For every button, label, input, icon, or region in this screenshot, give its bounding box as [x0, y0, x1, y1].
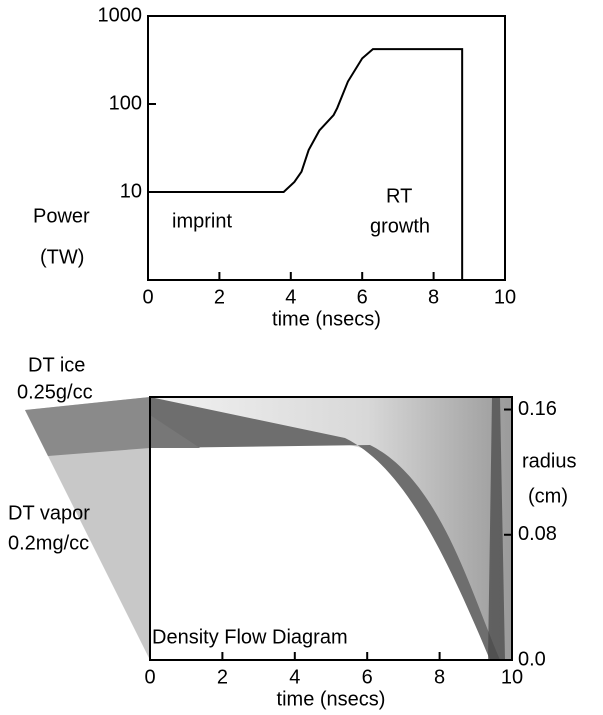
- y-tick-label: 1000: [98, 4, 143, 26]
- x-tick-label: 4: [285, 286, 296, 308]
- annotation: DT ice: [28, 354, 85, 376]
- ice-shell-dark: [150, 397, 200, 448]
- y-tick-label: 100: [109, 92, 142, 114]
- x-tick-label: 6: [362, 666, 373, 688]
- plot-frame: [147, 15, 506, 281]
- y-tick-label: 0.08: [518, 523, 557, 545]
- plot-frame: [149, 396, 513, 661]
- y-tick-label: 0.16: [518, 398, 557, 420]
- x-axis-label: time (nsecs): [277, 688, 386, 710]
- annotation: DT vapor: [8, 502, 90, 524]
- y-axis-label: Power: [33, 205, 90, 227]
- vapor-wedge: [25, 397, 150, 660]
- annotation: 0.25g/cc: [17, 381, 93, 403]
- x-tick-label: 2: [214, 286, 225, 308]
- y-axis-label: radius: [522, 450, 576, 472]
- x-tick-label: 10: [501, 666, 523, 688]
- annotation: RT: [386, 185, 412, 207]
- x-tick-label: 0: [144, 666, 155, 688]
- x-tick-label: 8: [434, 666, 445, 688]
- x-tick-label: 10: [494, 286, 516, 308]
- shocked-region: [150, 397, 512, 660]
- y-axis-label: (TW): [40, 246, 84, 268]
- x-tick-label: 6: [357, 286, 368, 308]
- power-line: [148, 48, 464, 280]
- y-tick-label: 10: [120, 180, 142, 202]
- x-tick-label: 0: [142, 286, 153, 308]
- annotation: 0.2mg/cc: [8, 532, 89, 554]
- y-tick-label: 0.0: [518, 648, 546, 670]
- annotation: imprint: [172, 210, 232, 232]
- ice-shell: [150, 397, 500, 660]
- x-tick-label: 2: [217, 666, 228, 688]
- stagnation: [488, 397, 505, 660]
- x-tick-label: 8: [428, 286, 439, 308]
- x-tick-label: 4: [289, 666, 300, 688]
- y-axis-label: (cm): [528, 485, 568, 507]
- annotation: growth: [370, 215, 430, 237]
- chart-title: Density Flow Diagram: [152, 626, 348, 648]
- x-axis-label: time (nsecs): [272, 308, 381, 330]
- ice-wedge: [25, 397, 150, 456]
